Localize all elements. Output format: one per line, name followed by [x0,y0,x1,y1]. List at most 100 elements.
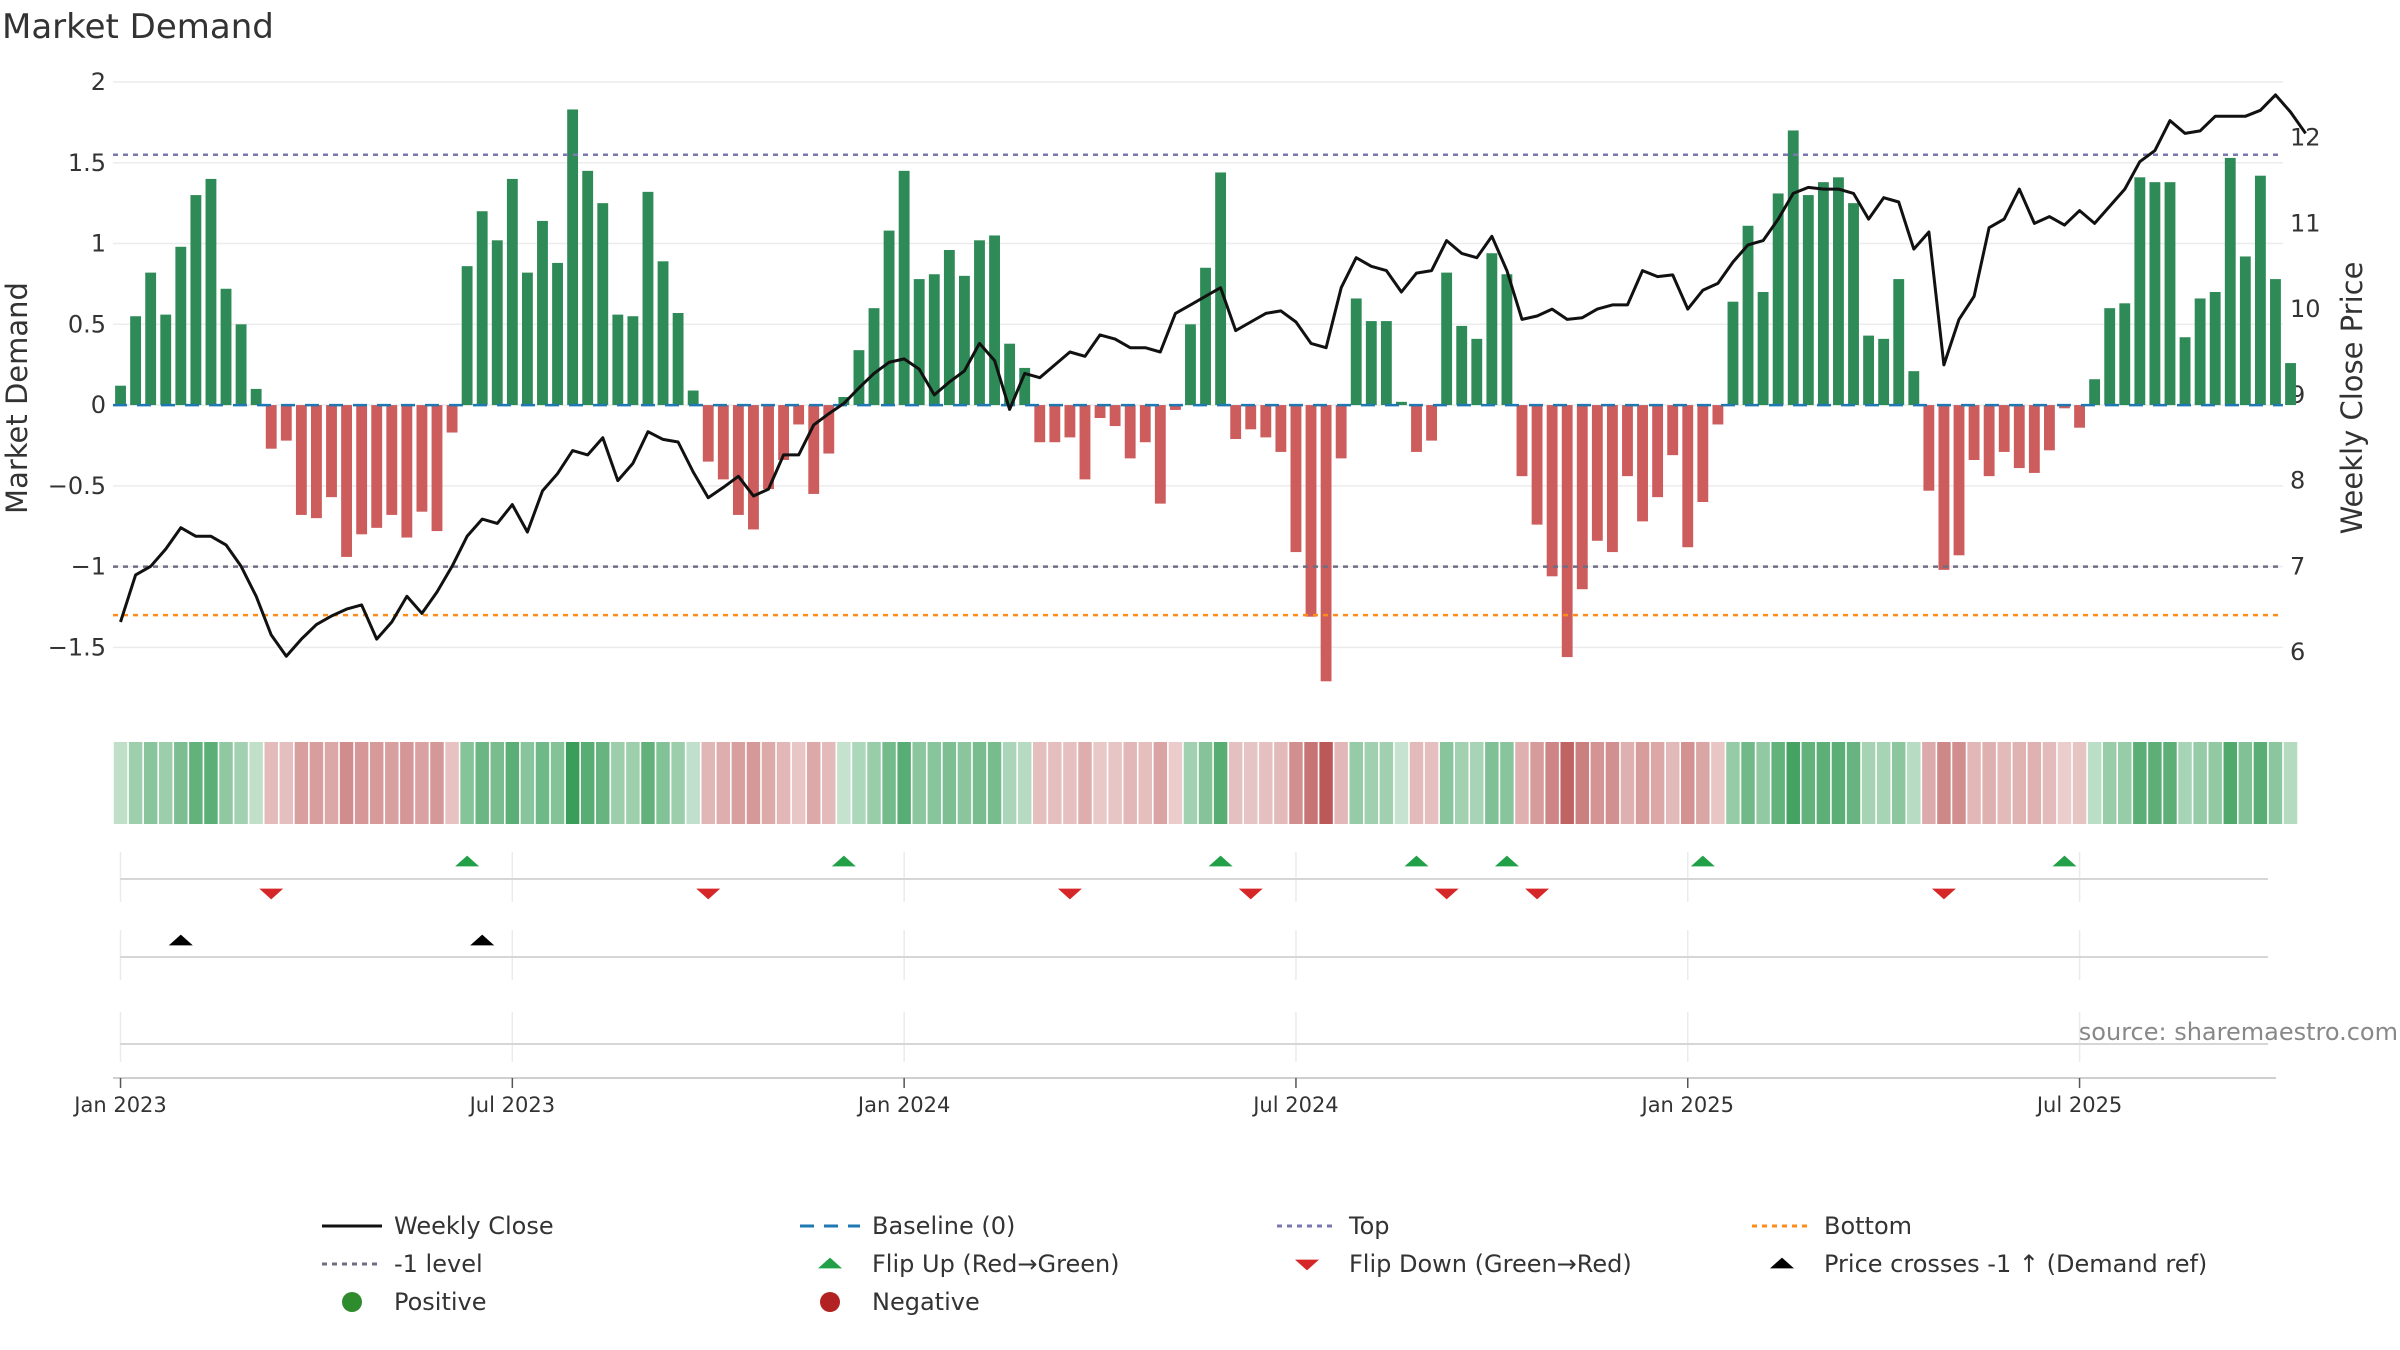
demand-bar [461,266,473,406]
strip-cell [912,742,926,824]
left-tick-label: 0 [91,391,106,419]
flip-up-marker [1404,855,1429,867]
price-cross-marker [470,934,495,946]
demand-bar [160,314,172,406]
strip-cell [671,742,685,824]
strip-cell [1846,742,1861,824]
strip-cell [1711,742,1725,824]
left-axis-ticks: −1.5 −1 −0.5 0 0.5 1 1.5 2 [48,68,106,661]
strip-cell [1997,742,2011,824]
demand-bar [1441,272,1453,406]
demand-bar [295,405,307,515]
demand-bar [491,240,503,406]
demand-bar [793,405,805,425]
demand-bar [1712,405,1724,425]
right-tick-label: 11 [2290,209,2321,237]
legend-label: Weekly Close [394,1212,554,1240]
strip-cell [1424,742,1439,824]
demand-bars [115,109,2296,682]
strip-cell [791,742,806,824]
demand-bar [1968,405,1980,460]
demand-bar [1200,267,1211,406]
demand-bar [552,262,563,406]
strip-cell [279,742,294,824]
strip-cell [2118,742,2132,824]
strip-cell [2072,742,2087,824]
strip-cell [1575,742,1590,824]
demand-bar [2028,405,2040,473]
demand-bar [2089,379,2101,406]
strip-cell [1183,742,1198,824]
x-tick-label: Jan 2023 [72,1093,167,1117]
demand-bar [1245,405,1257,430]
demand-bar [1757,292,1769,406]
demand-bar [371,405,383,528]
demand-bar [2239,256,2251,406]
demand-bar [2119,303,2131,406]
demand-bar [1079,405,1091,480]
demand-bar [1471,338,1483,406]
demand-bar [2179,337,2191,406]
x-tick-label: Jan 2025 [1640,1093,1735,1117]
strip-cell [1681,742,1695,824]
demand-bar [1833,177,1844,406]
flip-up-marker [1208,855,1233,867]
demand-bar [1697,405,1709,502]
strip-cell [2193,742,2207,824]
left-axis-label: Market Demand [0,282,34,514]
strip-cell [2268,742,2283,824]
demand-bar [1411,405,1422,452]
demand-bar [913,279,925,406]
strip-cell [1289,742,1303,824]
demand-bar [1772,193,1784,406]
price-cross-row [119,930,2268,980]
demand-bar [506,178,518,406]
legend-label: Bottom [1824,1212,1912,1240]
strip-cell [385,742,399,824]
demand-bar [1802,195,1814,406]
strip-cell [128,742,143,824]
strip-cell [490,742,505,824]
demand-bar [250,388,262,406]
demand-bar [1682,405,1694,548]
strip-cell [1063,742,1077,824]
demand-bar [1923,405,1935,491]
demand-bar [537,220,548,406]
legend-label: Flip Down (Green→Red) [1349,1250,1632,1278]
strip-cell [1364,742,1379,824]
strip-cell [852,742,866,824]
demand-bar [1154,405,1166,504]
demand-bar [943,250,955,406]
strip-cell [294,742,309,824]
strip-cell [656,742,670,824]
demand-bar [958,275,970,406]
demand-bar [416,405,428,512]
strip-cell [1379,742,1394,824]
demand-bar [1727,301,1739,406]
demand-bar [1908,371,1920,406]
price-cross-marker [168,934,193,946]
strip-cell [520,742,535,824]
right-tick-label: 7 [2290,552,2305,580]
strip-cell [1138,742,1152,824]
strip-cell [1876,742,1891,824]
demand-bar [1863,335,1875,406]
demand-bar [1576,405,1588,590]
legend-label: Top [1348,1212,1390,1240]
left-tick-label: 2 [91,68,106,96]
weekly-close-line [119,93,2307,658]
strip-cell [2163,742,2177,824]
strip-cell [1108,742,1122,824]
strip-cell [1726,742,1740,824]
flip-up-marker [1494,855,1519,867]
strip-cell [1967,742,1981,824]
strip-cell [1123,742,1137,824]
demand-bar [1456,325,1468,406]
strip-cell [1394,742,1409,824]
demand-bar [2285,363,2296,406]
strip-cell [204,742,218,824]
strip-cell [1274,742,1288,824]
gridlines [113,81,2283,649]
chart-title: Market Demand [2,7,274,47]
demand-bar [341,405,353,557]
